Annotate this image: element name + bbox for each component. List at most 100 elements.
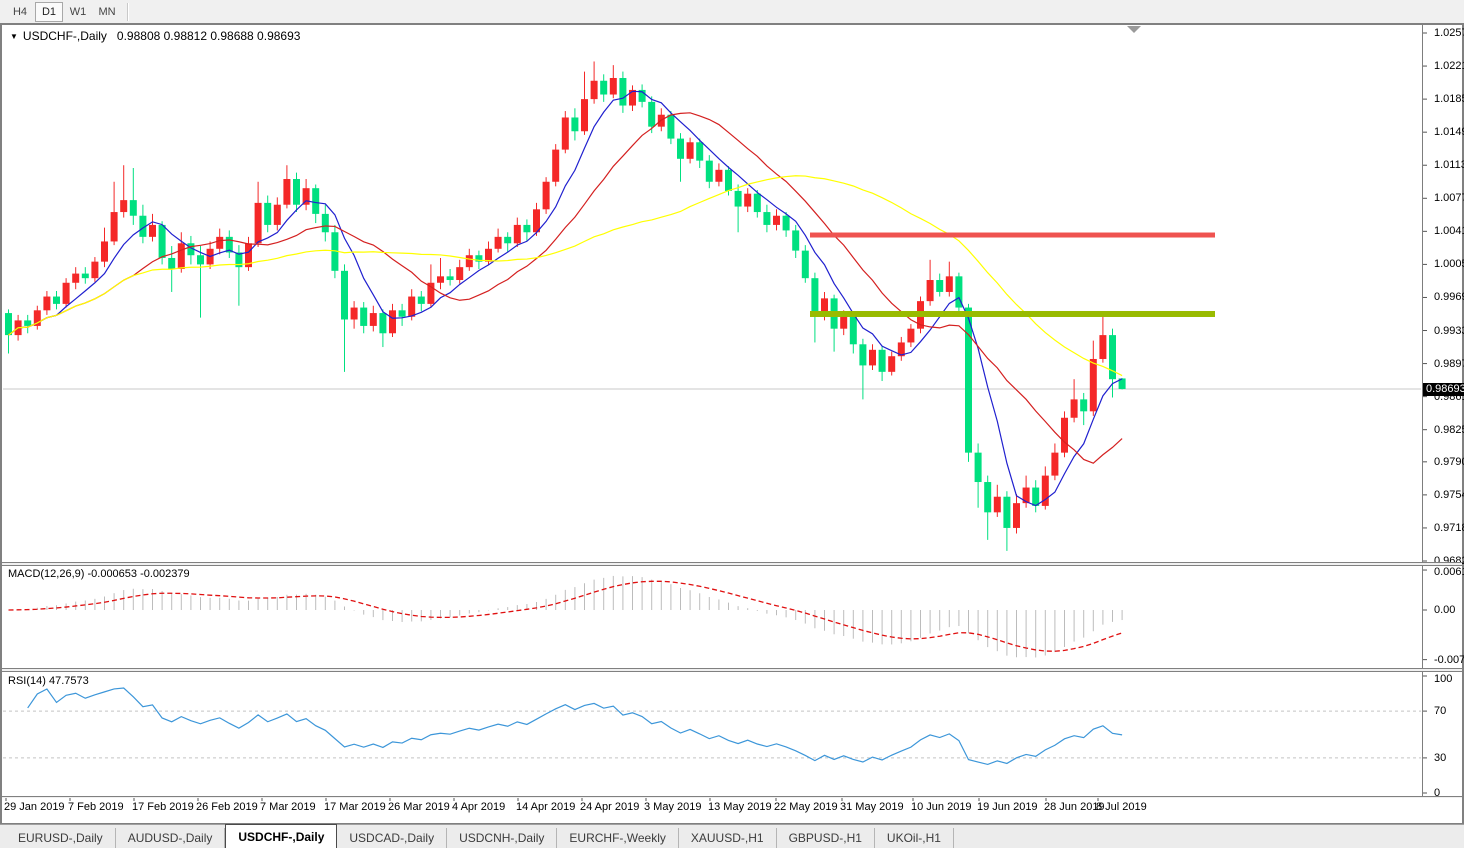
candle-body — [475, 255, 483, 262]
candle-body — [859, 344, 867, 366]
candle-body — [197, 255, 204, 265]
candle-body — [1109, 335, 1116, 380]
candle-body — [561, 117, 569, 150]
price-axis-label: 1.00770 — [1434, 192, 1464, 205]
candle-body — [245, 243, 252, 268]
candle-body — [936, 280, 944, 292]
chart-dropdown-icon[interactable]: ▼ — [10, 32, 18, 41]
candle-body — [648, 101, 656, 127]
ma-line-fast — [8, 90, 1123, 507]
candle-body — [734, 190, 742, 207]
price-axis: 1.02570 1.02210 1.01850 1.01490 1.01130 1.007… — [1428, 0, 1464, 799]
candle-body — [427, 282, 435, 304]
candle-body — [33, 310, 41, 326]
candle-body — [965, 307, 972, 453]
date-axis-label: 29 Jan 2019 — [4, 801, 65, 813]
rsi-label: RSI(14) — [8, 675, 46, 687]
candle-body — [389, 310, 396, 334]
candle-body — [552, 149, 560, 182]
price-axis-label: 0.97900 — [1434, 455, 1464, 468]
candle-body — [1041, 475, 1049, 506]
chart-tab-xauusd-h1[interactable]: XAUUSD-,H1 — [679, 828, 777, 848]
toolbar-separator — [127, 2, 129, 21]
candle-body — [840, 316, 848, 329]
candle-body — [302, 188, 310, 205]
candle-body — [1070, 399, 1078, 418]
candle-body — [1003, 496, 1011, 528]
timeframe-button-h4[interactable]: H4 — [12, 5, 28, 18]
candle-body — [792, 230, 800, 251]
candle-body — [993, 496, 1001, 513]
candle-body — [1051, 452, 1059, 476]
candle-body — [494, 236, 502, 249]
price-axis-label: 0.98970 — [1434, 357, 1464, 370]
candle-body — [763, 212, 771, 225]
candle-body — [821, 298, 828, 315]
candle-body — [696, 142, 704, 161]
candle-body — [235, 252, 243, 268]
date-axis-label: 17 Feb 2019 — [132, 801, 194, 813]
candle-body — [629, 89, 636, 106]
candle-body — [369, 313, 377, 326]
price-scale-separator — [1422, 25, 1423, 796]
candle-body — [667, 114, 675, 139]
horizontal-line-object-1[interactable] — [810, 310, 1215, 317]
candle-body — [1022, 487, 1030, 504]
candle-body — [91, 261, 99, 279]
price-axis-label: 1.01130 — [1434, 159, 1464, 172]
rsi-value: 47.7573 — [48, 675, 89, 687]
candle-body — [773, 215, 780, 225]
date-axis-label: 28 Jun 2019 — [1044, 801, 1105, 813]
candle-body — [283, 179, 291, 205]
candle-body — [5, 313, 12, 336]
rsi-axis-label: 0 — [1434, 787, 1441, 799]
candle-body — [705, 160, 713, 182]
chart-tab-ukoil-h1[interactable]: UKOil-,H1 — [875, 828, 954, 848]
ma-line-medium — [8, 112, 1123, 464]
price-axis-label: 1.00410 — [1434, 225, 1464, 238]
chart-tab-usdcad-daily[interactable]: USDCAD-,Daily — [337, 828, 448, 848]
price-axis-label: 0.97180 — [1434, 521, 1464, 534]
panel-splitter-macd[interactable] — [2, 562, 1462, 566]
chart-tab-usdcnh-daily[interactable]: USDCNH-,Daily — [447, 828, 558, 848]
date-axis-label: 4 Apr 2019 — [452, 801, 506, 813]
timeframe-button-w1[interactable]: W1 — [69, 5, 87, 18]
candle-body — [254, 202, 262, 244]
candle-body — [24, 320, 32, 326]
date-axis-label: 26 Mar 2019 — [388, 801, 450, 813]
candle-body — [331, 232, 339, 271]
price-axis-label: 1.01490 — [1434, 126, 1464, 139]
candle-body — [360, 307, 368, 326]
candle-body — [744, 193, 752, 207]
chart-tab-gbpusd-h1[interactable]: GBPUSD-,H1 — [777, 828, 875, 848]
chart-tab-audusd-daily[interactable]: AUDUSD-,Daily — [116, 828, 226, 848]
rsi-axis-label: 70 — [1434, 705, 1447, 718]
chart-tab-usdchf-daily[interactable]: USDCHF-,Daily — [225, 824, 338, 848]
date-axis-label: 31 May 2019 — [840, 801, 904, 813]
candle-body — [869, 349, 876, 366]
timeframe-button-mn[interactable]: MN — [98, 5, 116, 18]
candle-body — [168, 257, 176, 269]
date-axis-label: 8 Jul 2019 — [1096, 801, 1147, 813]
chart-shift-marker-icon[interactable] — [1127, 26, 1141, 33]
price-axis-label: 1.02570 — [1434, 27, 1464, 39]
candle-body — [523, 224, 531, 233]
candle-body — [907, 328, 915, 343]
candle-body — [849, 316, 857, 345]
price-axis-label: 0.98250 — [1434, 423, 1464, 436]
date-axis-label: 13 May 2019 — [708, 801, 772, 813]
candle-body — [715, 169, 723, 182]
candle-body — [974, 452, 982, 483]
candle-body — [782, 215, 790, 231]
candle-body — [350, 307, 358, 320]
horizontal-line-object-0[interactable] — [810, 232, 1215, 238]
panel-splitter-rsi[interactable] — [2, 668, 1462, 672]
date-axis-label: 10 Jun 2019 — [911, 801, 972, 813]
candle-body — [926, 280, 934, 302]
rsi-axis-label: 30 — [1434, 751, 1447, 764]
candle-body — [139, 215, 147, 237]
macd-axis-label: -0.007612 — [1434, 653, 1464, 666]
chart-tab-eurusd-daily[interactable]: EURUSD-,Daily — [6, 828, 116, 848]
chart-tab-eurchf-weekly[interactable]: EURCHF-,Weekly — [557, 828, 679, 848]
timeframe-button-d1[interactable]: D1 — [35, 1, 63, 22]
